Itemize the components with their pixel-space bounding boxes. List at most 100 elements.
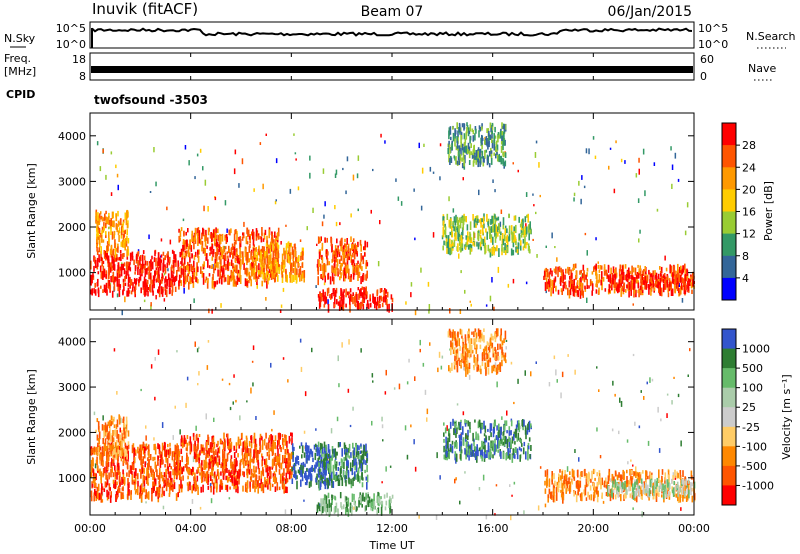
echo-cell — [272, 459, 274, 467]
echo-cell — [94, 282, 96, 288]
echo-cell — [468, 130, 471, 135]
echo-cell — [189, 275, 191, 285]
echo-cell — [153, 444, 155, 451]
echo-cell — [217, 228, 219, 233]
echo-cell — [325, 453, 327, 461]
echo-cell — [456, 160, 459, 165]
echo-cell — [244, 248, 247, 258]
echo-cell — [319, 442, 322, 451]
echo-cell — [198, 249, 200, 255]
echo-cell — [152, 473, 154, 481]
echo-cell — [271, 272, 274, 279]
echo-cell — [353, 296, 356, 303]
echo-cell — [649, 377, 651, 383]
echo-cell — [470, 244, 473, 252]
echo-cell — [196, 469, 198, 474]
echo-cell — [491, 247, 494, 255]
echo-cell — [586, 279, 588, 286]
echo-cell — [292, 257, 294, 261]
echo-cell — [184, 145, 187, 150]
echo-cell — [294, 457, 297, 467]
echo-cell — [102, 260, 105, 265]
echo-cell — [246, 227, 248, 234]
echo-cell — [150, 259, 152, 268]
echo-cell — [177, 470, 180, 476]
echo-cell — [226, 453, 229, 462]
echo-cell — [282, 455, 284, 464]
echo-cell — [155, 267, 158, 271]
echo-cell — [212, 486, 215, 495]
echo-cell — [349, 276, 351, 282]
echo-cell — [207, 485, 210, 490]
echo-cell — [95, 473, 97, 480]
echo-cell — [101, 235, 103, 243]
echo-cell — [526, 214, 528, 218]
echo-cell — [385, 500, 388, 506]
echo-cell — [253, 266, 256, 273]
echo-cell — [174, 275, 177, 282]
echo-cell — [186, 435, 189, 440]
echo-cell — [486, 231, 488, 240]
echo-cell — [653, 162, 656, 166]
echo-cell — [318, 468, 321, 476]
echo-cell — [119, 427, 121, 433]
echo-cell — [486, 128, 488, 133]
echo-cell — [115, 223, 118, 227]
echo-cell — [222, 265, 225, 271]
echo-cell — [199, 506, 202, 510]
echo-cell — [691, 275, 694, 280]
echo-cell — [345, 480, 347, 487]
echo-cell — [113, 453, 115, 458]
echo-cell — [193, 260, 195, 268]
echo-cell — [363, 297, 365, 303]
echo-cell — [674, 277, 676, 285]
echo-cell — [236, 248, 238, 254]
echo-cell — [264, 229, 267, 235]
echo-cell — [608, 285, 611, 289]
echo-cell — [248, 280, 250, 284]
echo-cell — [496, 381, 498, 388]
echo-cell — [310, 466, 313, 473]
echo-cell — [484, 150, 486, 159]
echo-cell — [99, 265, 102, 273]
echo-cell — [615, 283, 618, 288]
echo-cell — [494, 229, 496, 237]
echo-cell — [660, 266, 663, 274]
echo-cell — [164, 267, 167, 274]
echo-cell — [353, 458, 356, 466]
echo-cell — [157, 257, 159, 267]
echo-cell — [254, 438, 257, 447]
echo-cell — [214, 252, 217, 259]
echo-cell — [255, 466, 257, 473]
echo-cell — [261, 436, 263, 441]
echo-cell — [292, 260, 295, 267]
echo-cell — [593, 266, 595, 272]
echo-cell — [597, 264, 600, 269]
echo-cell — [418, 142, 420, 149]
echo-cell — [308, 445, 310, 453]
echo-cell — [277, 432, 280, 442]
echo-cell — [127, 288, 130, 297]
echo-cell — [116, 462, 119, 467]
echo-cell — [199, 238, 202, 245]
echo-cell — [106, 289, 108, 296]
echo-cell — [245, 461, 248, 466]
echo-cell — [280, 264, 283, 271]
echo-cell — [198, 463, 201, 469]
echo-cell — [259, 270, 261, 275]
echo-cell — [666, 393, 669, 396]
echo-cell — [585, 274, 587, 280]
echo-cell — [191, 230, 193, 240]
echo-cell — [140, 456, 142, 465]
echo-cell — [454, 137, 456, 147]
echo-cell — [188, 252, 191, 258]
echo-cell — [657, 273, 660, 282]
echo-cell — [364, 505, 366, 512]
echo-cell — [262, 249, 265, 257]
echo-cell — [207, 462, 210, 471]
echo-cell — [173, 482, 176, 490]
echo-cell — [497, 230, 499, 237]
echo-cell — [171, 264, 173, 269]
echo-cell — [568, 280, 571, 288]
echo-cell — [362, 292, 364, 301]
